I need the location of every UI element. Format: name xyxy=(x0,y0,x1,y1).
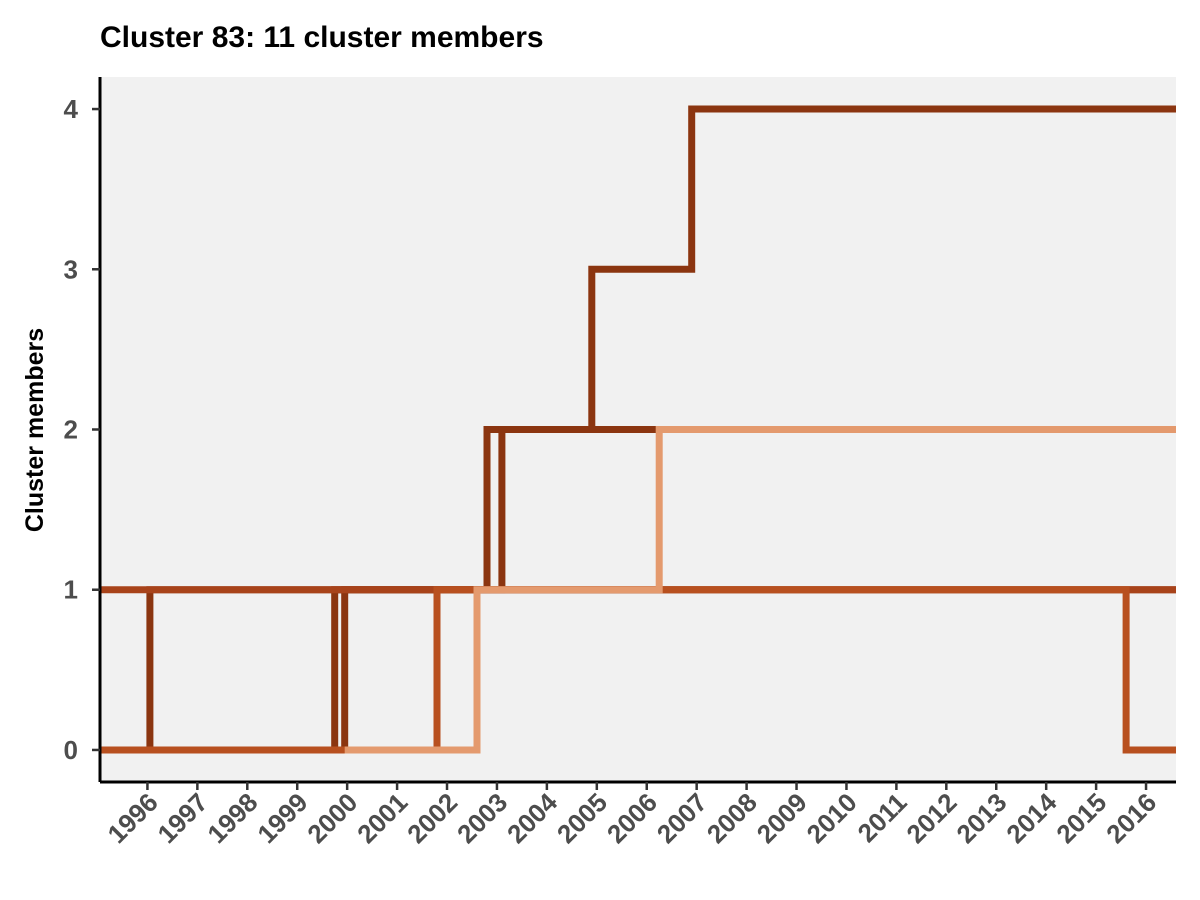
x-tick-label: 1996 xyxy=(102,787,164,849)
x-tick-label: 2009 xyxy=(751,787,813,849)
x-tick-label: 2013 xyxy=(950,787,1012,849)
x-tick-label: 2001 xyxy=(351,787,413,849)
x-tick-label: 2005 xyxy=(551,787,613,849)
x-tick-label: 2011 xyxy=(852,787,913,848)
x-tick-label: 2007 xyxy=(651,787,713,849)
x-tick-label: 2003 xyxy=(451,787,513,849)
x-axis-ticks: 1996199719981999200020012002200320042005… xyxy=(102,782,1162,849)
x-tick-label: 2002 xyxy=(401,787,463,849)
x-tick-label: 2014 xyxy=(1000,787,1062,849)
x-tick-label: 2010 xyxy=(801,787,863,849)
y-tick-label: 2 xyxy=(64,415,78,445)
x-tick-label: 2008 xyxy=(701,787,763,849)
x-tick-label: 1998 xyxy=(201,787,263,849)
x-tick-label: 2015 xyxy=(1050,787,1112,849)
x-tick-label: 2000 xyxy=(301,787,363,849)
y-tick-label: 1 xyxy=(64,575,78,605)
x-tick-label: 1999 xyxy=(251,787,313,849)
y-tick-label: 3 xyxy=(64,254,78,284)
x-tick-label: 2004 xyxy=(501,787,563,849)
series-line-6 xyxy=(344,426,1176,754)
y-axis-ticks: 0 1 2 3 4 xyxy=(64,94,100,765)
x-tick-label: 2016 xyxy=(1100,787,1162,849)
y-tick-label: 4 xyxy=(64,94,79,124)
x-tick-label: 2006 xyxy=(601,787,663,849)
x-tick-label: 2012 xyxy=(900,787,962,849)
y-axis-label: Cluster members xyxy=(21,328,49,532)
x-tick-label: 1997 xyxy=(151,787,213,849)
chart-title: Cluster 83: 11 cluster members xyxy=(100,21,544,54)
y-tick-label: 0 xyxy=(64,735,78,765)
series-layer xyxy=(100,105,1176,754)
